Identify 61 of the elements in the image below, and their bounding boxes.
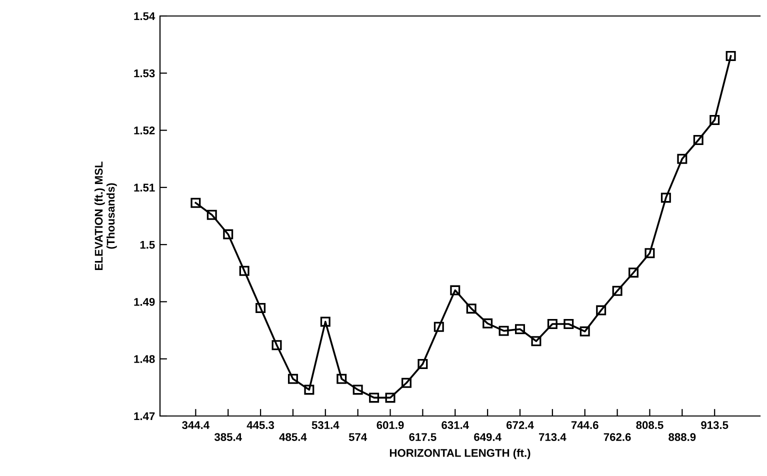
- x-tick-label: 445.3: [246, 421, 274, 430]
- y-tick-label: 1.52: [134, 126, 155, 134]
- point: [726, 51, 736, 61]
- point: [644, 248, 655, 258]
- x-tick-label: 649.4: [474, 433, 502, 441]
- y-tick-label: 1.5: [140, 240, 155, 249]
- point: [596, 305, 606, 316]
- x-tick-label: 672.4: [506, 421, 534, 430]
- x-tick-label: 344.4: [182, 421, 210, 430]
- x-tick-label: 713.4: [539, 433, 566, 442]
- point: [660, 192, 671, 203]
- x-tick-label: 531.4: [312, 421, 340, 430]
- point: [515, 324, 525, 334]
- point: [482, 318, 493, 328]
- x-tick-label: 385.4: [214, 433, 242, 442]
- x-tick-label: 631.4: [442, 421, 469, 430]
- point: [385, 392, 396, 403]
- point: [547, 319, 558, 329]
- point: [206, 210, 217, 220]
- x-tick-label: 617.5: [409, 433, 436, 441]
- y-axis-title: ELEVATION (ft.) MSL (Thousands): [94, 162, 117, 270]
- point: [466, 304, 476, 314]
- y-tick-label: 1.48: [134, 355, 155, 363]
- x-tick-label: 808.5: [636, 421, 664, 430]
- y-tick-label: 1.49: [134, 298, 155, 306]
- x-tick-label: 601.9: [376, 421, 404, 430]
- x-tick-label: 762.6: [604, 433, 631, 441]
- point: [612, 286, 622, 296]
- point: [272, 340, 282, 350]
- point: [256, 303, 266, 313]
- point: [564, 319, 574, 329]
- point: [628, 268, 639, 278]
- y-tick-label: 1.47: [134, 412, 155, 420]
- point: [693, 135, 704, 145]
- x-tick-label: 888.9: [668, 433, 696, 441]
- point: [223, 229, 234, 240]
- point: [190, 198, 201, 208]
- point: [336, 374, 347, 384]
- point: [304, 384, 314, 395]
- y-tick-label: 1.54: [134, 12, 156, 20]
- point: [320, 316, 330, 327]
- x-tick-label: 913.5: [701, 421, 728, 430]
- point: [401, 378, 412, 388]
- point: [369, 392, 380, 403]
- x-tick-label: 485.4: [279, 433, 307, 441]
- point: [710, 115, 720, 125]
- x-axis-title: HORIZONTAL LENGTH (ft.): [390, 448, 530, 460]
- y-tick-label: 1.53: [134, 69, 155, 78]
- point: [580, 326, 590, 336]
- point: [450, 285, 460, 296]
- x-tick-label: 574: [348, 433, 368, 441]
- point: [498, 326, 509, 336]
- point: [677, 154, 688, 164]
- x-tick-label: 744.6: [571, 421, 598, 430]
- point: [352, 384, 363, 395]
- point: [531, 336, 542, 346]
- point: [434, 322, 444, 332]
- point: [288, 374, 298, 384]
- y-tick-label: 1.51: [134, 184, 155, 192]
- point: [418, 359, 428, 369]
- point: [239, 266, 250, 276]
